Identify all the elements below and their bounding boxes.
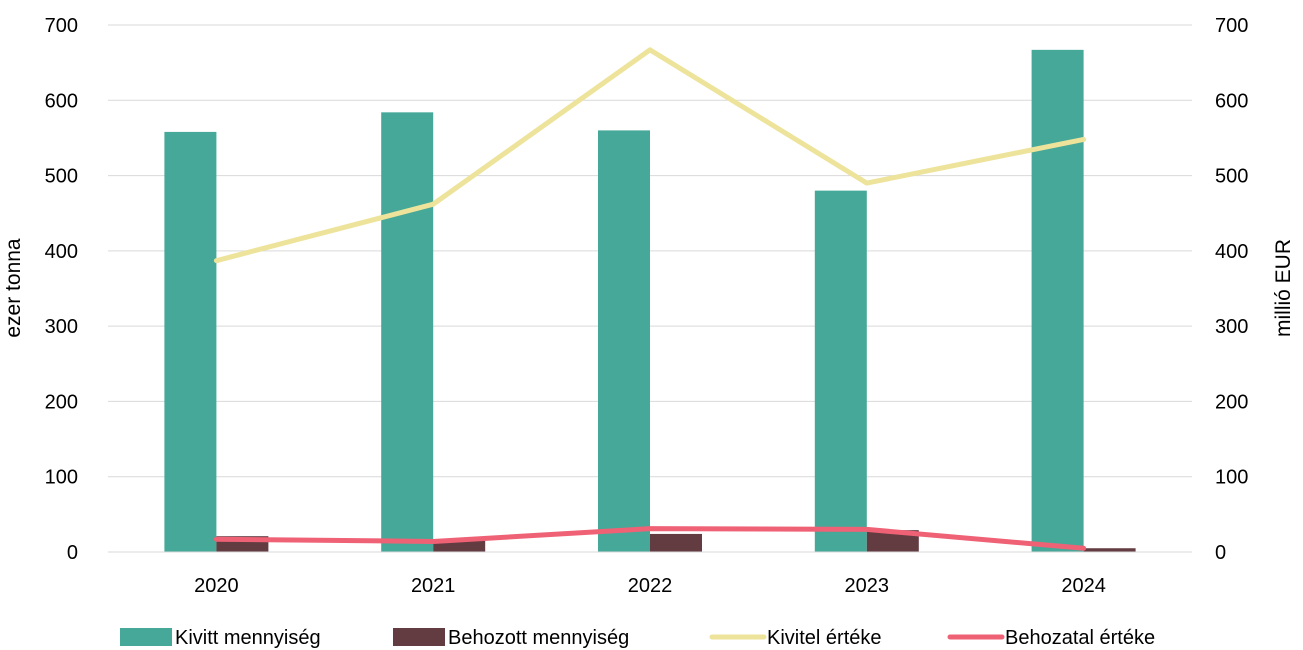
left-tick-label: 600: [45, 90, 78, 112]
legend-behozatal-erteke: Behozatal értéke: [947, 627, 1155, 649]
bar-kivitt-mennyiseg: [164, 131, 217, 553]
legend-behozott-mennyiseg: Behozott mennyiség: [393, 627, 629, 649]
x-tick-label: 2024: [1061, 575, 1106, 597]
legend-label: Kivitel értéke: [767, 627, 882, 649]
left-tick-label: 700: [45, 15, 78, 37]
bar-kivitt-mennyiseg: [1031, 49, 1084, 552]
bar-behozott-mennyiseg: [1083, 548, 1136, 552]
left-axis-ticks: 0 100 200 300 400 500 600 700: [45, 15, 78, 564]
bars: [164, 49, 1136, 553]
right-tick-label: 200: [1215, 391, 1248, 413]
bar-behozott-mennyiseg: [433, 540, 486, 552]
left-tick-label: 0: [67, 542, 78, 564]
x-axis-ticks: 2020 2021 2022 2023 2024: [108, 551, 1192, 597]
x-tick-label: 2021: [411, 575, 456, 597]
bar-kivitt-mennyiseg: [598, 130, 650, 552]
x-tick-label: 2022: [628, 575, 673, 597]
x-tick-label: 2020: [194, 575, 239, 597]
right-tick-label: 0: [1215, 542, 1226, 564]
right-tick-label: 300: [1215, 316, 1248, 338]
legend-label: Behozatal értéke: [1005, 627, 1155, 649]
left-tick-label: 300: [45, 316, 78, 338]
left-tick-label: 200: [45, 391, 78, 413]
legend-swatch: [393, 628, 445, 646]
bar-behozott-mennyiseg: [650, 533, 702, 552]
right-tick-label: 400: [1215, 241, 1248, 263]
bar-kivitt-mennyiseg: [814, 190, 867, 552]
line-kivitel-erteke: [213, 47, 1087, 264]
lines: [213, 47, 1087, 551]
line-behozatal-erteke: [213, 526, 1087, 551]
right-axis-ticks: 0 100 200 300 400 500 600 700: [1215, 15, 1248, 564]
legend-kivitt-mennyiseg: Kivitt mennyiség: [120, 627, 321, 649]
left-tick-label: 400: [45, 241, 78, 263]
x-tick-label: 2023: [845, 575, 890, 597]
legend-label: Kivitt mennyiség: [175, 627, 321, 649]
legend-swatch: [120, 628, 172, 646]
bar-behozott-mennyiseg: [866, 530, 919, 552]
right-tick-label: 600: [1215, 90, 1248, 112]
left-axis-title: ezer tonna: [2, 238, 25, 338]
legend-kivitel-erteke: Kivitel értéke: [709, 627, 882, 649]
right-tick-label: 500: [1215, 166, 1248, 188]
right-axis-title: millió EUR: [1272, 239, 1295, 337]
right-tick-label: 700: [1215, 15, 1248, 37]
left-tick-label: 100: [45, 467, 78, 489]
legend-label: Behozott mennyiség: [448, 627, 629, 649]
legend: Kivitt mennyiség Behozott mennyiség Kivite…: [120, 627, 1155, 649]
right-tick-label: 100: [1215, 467, 1248, 489]
left-tick-label: 500: [45, 166, 78, 188]
bar-kivitt-mennyiseg: [381, 112, 434, 553]
